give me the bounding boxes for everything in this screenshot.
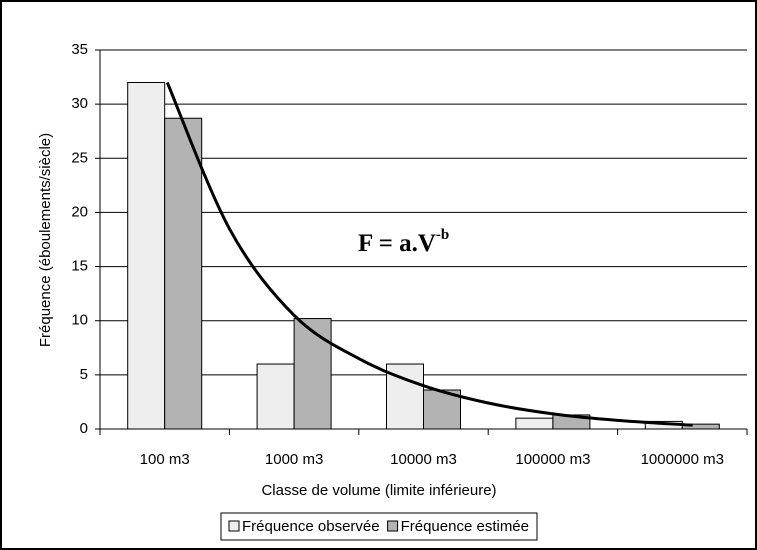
annotation-text: F = a.V: [358, 230, 436, 257]
fit-curve: [165, 81, 693, 427]
annotation-superscript: -b: [436, 227, 449, 243]
bar: [293, 318, 332, 430]
y-tick-label: 15: [71, 258, 88, 275]
y-tick-label: 25: [71, 149, 88, 166]
legend-swatch: [228, 520, 240, 532]
annotation: F = a.V-b: [358, 227, 449, 256]
bar: [164, 117, 203, 430]
y-tick-label: 35: [71, 41, 88, 58]
legend-box: [220, 512, 538, 541]
legend-swatch: [387, 520, 399, 532]
y-tick-label: 5: [80, 366, 88, 383]
legend-label: Fréquence estimée: [401, 518, 529, 535]
bar: [256, 363, 295, 430]
bar: [127, 81, 166, 430]
x-axis-title: Classe de volume (limite inférieure): [261, 482, 496, 499]
y-axis-title: Fréquence (éboulements/siècle): [37, 133, 54, 347]
legend-label: Fréquence observée: [242, 518, 380, 535]
x-tick-label: 1000 m3: [265, 451, 323, 468]
x-tick-label: 1000000 m3: [641, 451, 724, 468]
y-tick-label: 30: [71, 95, 88, 112]
bar: [515, 417, 554, 430]
y-tick-label: 10: [71, 312, 88, 329]
y-tick-label: 0: [80, 420, 88, 437]
x-tick-label: 100 m3: [140, 451, 190, 468]
x-tick-label: 100000 m3: [515, 451, 590, 468]
x-tick-label: 10000 m3: [390, 451, 457, 468]
y-tick-label: 20: [71, 203, 88, 220]
